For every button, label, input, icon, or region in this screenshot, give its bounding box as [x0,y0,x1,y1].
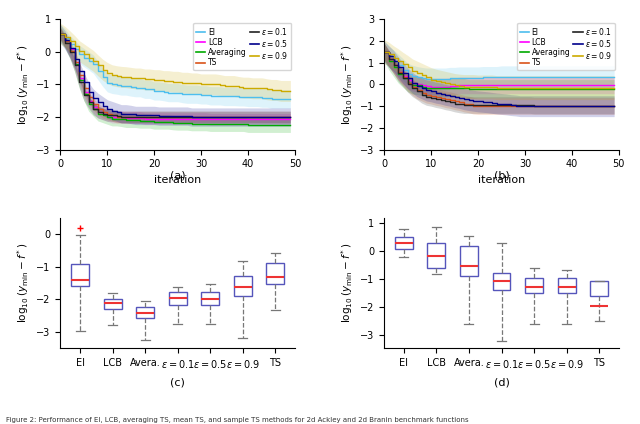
Text: Figure 2: Performance of EI, LCB, averaging TS, mean TS, and sample TS methods f: Figure 2: Performance of EI, LCB, averag… [6,417,469,423]
PathPatch shape [169,292,187,305]
PathPatch shape [590,281,608,296]
PathPatch shape [136,307,154,318]
PathPatch shape [266,263,284,284]
PathPatch shape [71,264,89,286]
PathPatch shape [428,243,445,268]
PathPatch shape [234,276,252,296]
Text: (c): (c) [170,377,185,387]
Text: (b): (b) [493,170,509,181]
X-axis label: iteration: iteration [154,175,202,185]
PathPatch shape [395,237,413,249]
PathPatch shape [525,279,543,293]
PathPatch shape [493,273,511,290]
Text: (d): (d) [493,377,509,387]
PathPatch shape [460,246,478,276]
Y-axis label: $\log_{10}(y_{\min} - f^*)$: $\log_{10}(y_{\min} - f^*)$ [339,44,355,125]
PathPatch shape [104,299,122,309]
PathPatch shape [202,292,220,305]
Y-axis label: $\log_{10}(y_{\min} - f^*)$: $\log_{10}(y_{\min} - f^*)$ [15,243,31,323]
Y-axis label: $\log_{10}(y_{\min} - f^*)$: $\log_{10}(y_{\min} - f^*)$ [15,44,31,125]
Text: (a): (a) [170,170,186,181]
Y-axis label: $\log_{10}(y_{\min} - f^*)$: $\log_{10}(y_{\min} - f^*)$ [339,243,355,323]
PathPatch shape [557,279,575,293]
X-axis label: iteration: iteration [478,175,525,185]
Legend: EI, LCB, Averaging, TS, $\varepsilon = 0.1$, $\varepsilon = 0.5$, $\varepsilon =: EI, LCB, Averaging, TS, $\varepsilon = 0… [193,23,291,70]
Legend: EI, LCB, Averaging, TS, $\varepsilon = 0.1$, $\varepsilon = 0.5$, $\varepsilon =: EI, LCB, Averaging, TS, $\varepsilon = 0… [517,23,615,70]
